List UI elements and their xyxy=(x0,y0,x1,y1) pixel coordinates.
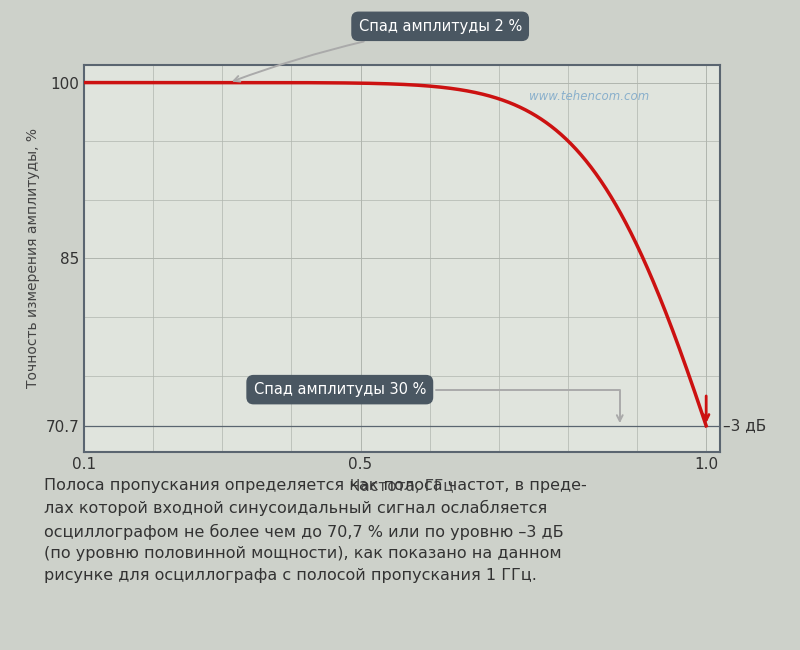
Text: –3 дБ: –3 дБ xyxy=(723,419,766,434)
Y-axis label: Точность измерения амплитуды, %: Точность измерения амплитуды, % xyxy=(26,129,40,389)
Text: Спад амплитуды 30 %: Спад амплитуды 30 % xyxy=(254,382,622,421)
Text: www.tehencom.com: www.tehencom.com xyxy=(530,90,650,103)
X-axis label: Частота, ГГц: Частота, ГГц xyxy=(350,478,454,493)
Text: Полоса пропускания определяется как полоса частот, в преде-
лах которой входной : Полоса пропускания определяется как поло… xyxy=(44,478,586,583)
Text: Спад амплитуды 2 %: Спад амплитуды 2 % xyxy=(234,19,522,81)
